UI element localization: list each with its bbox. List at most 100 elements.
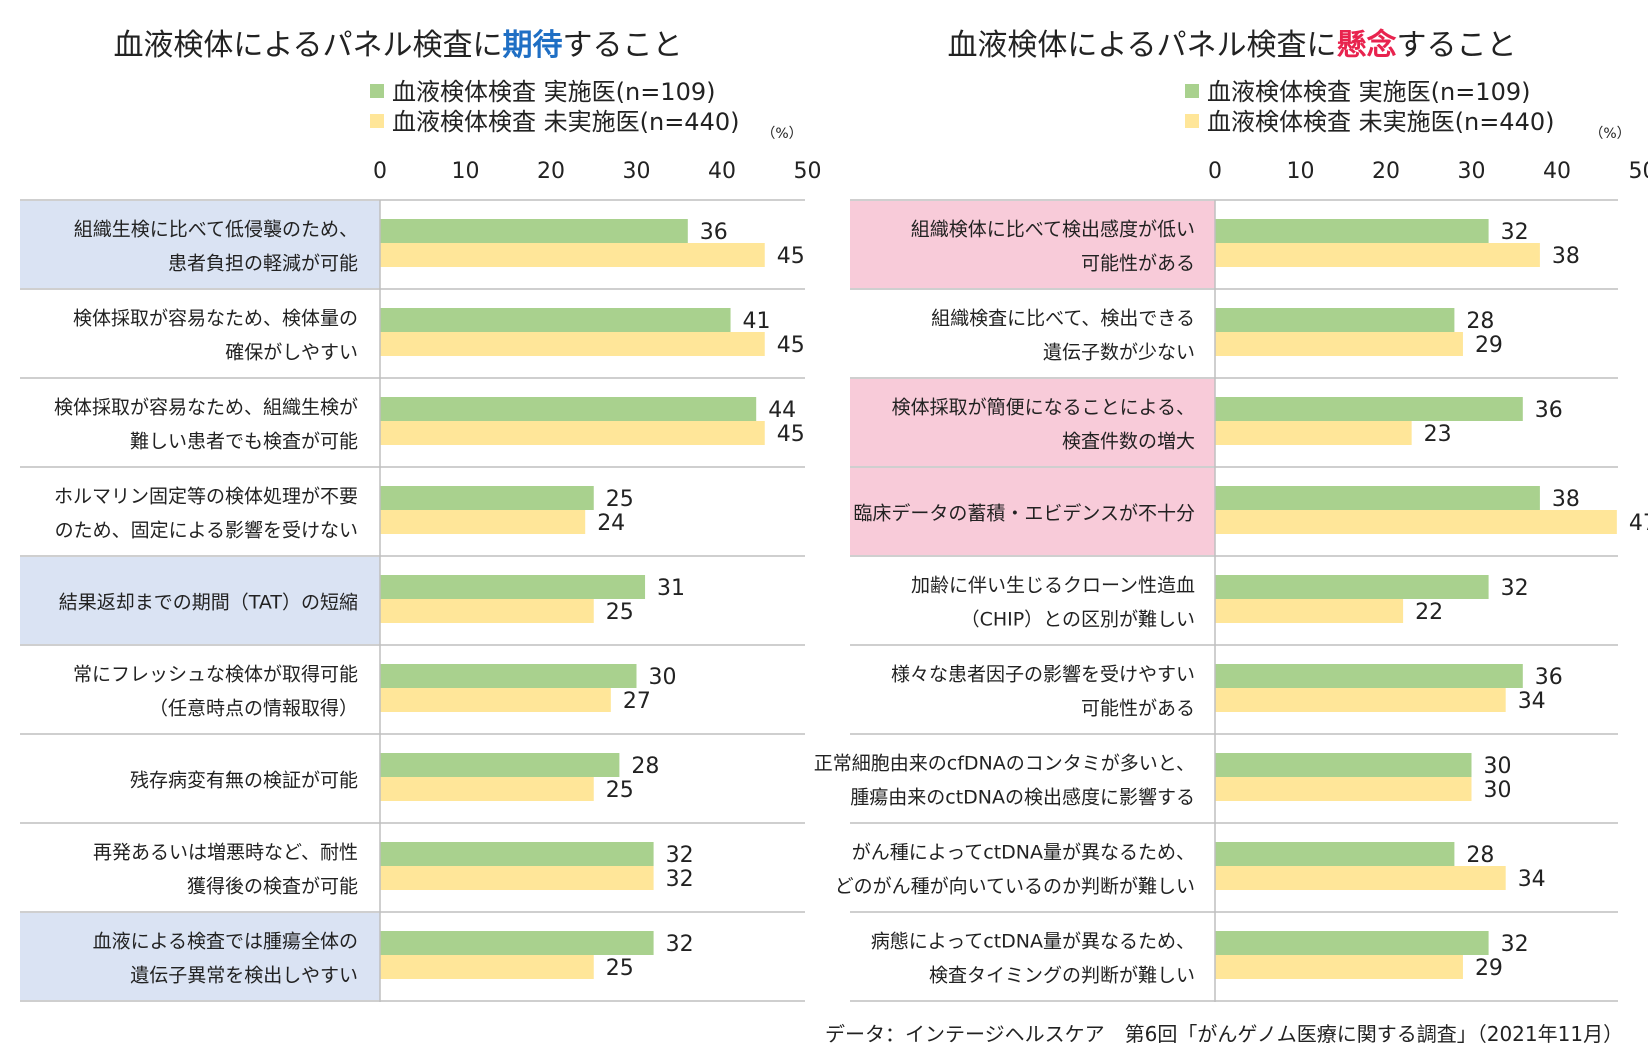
bar-concern-6-s1 <box>1215 777 1472 801</box>
value-label-expect-3-s0: 25 <box>606 487 634 512</box>
tick-label-concern-40: 40 <box>1543 159 1571 184</box>
category-line: 可能性がある <box>1081 698 1195 720</box>
category-line: 組織検体に比べて検出感度が低い <box>911 219 1195 241</box>
category-highlight-expect-8 <box>20 913 380 1000</box>
value-label-expect-3-s1: 24 <box>597 511 625 536</box>
legend-label-expect-0: 血液検体検査 実施医(n=109) <box>392 78 715 106</box>
bar-concern-2-s0 <box>1215 397 1523 421</box>
legend-swatch-concern-0 <box>1185 84 1199 98</box>
tick-label-expect-40: 40 <box>708 159 736 184</box>
bar-concern-6-s0 <box>1215 753 1472 777</box>
category-line: 正常細胞由来のcfDNAのコンタミが多いと、 <box>814 753 1195 775</box>
value-label-expect-7-s1: 32 <box>666 867 694 892</box>
value-label-expect-1-s0: 41 <box>743 309 771 334</box>
category-highlight-concern-3 <box>850 468 1215 555</box>
bar-concern-1-s1 <box>1215 332 1463 356</box>
bar-concern-0-s1 <box>1215 243 1540 267</box>
category-label-expect-7: 再発あるいは増悪時など、耐性獲得後の検査が可能 <box>93 842 358 898</box>
value-label-concern-7-s0: 28 <box>1466 843 1494 868</box>
bar-expect-6-s0 <box>380 753 620 777</box>
bar-expect-5-s1 <box>380 688 611 712</box>
tick-label-concern-20: 20 <box>1372 159 1400 184</box>
chart-title-suffix: すること <box>1397 28 1517 63</box>
value-label-expect-7-s0: 32 <box>666 843 694 868</box>
bar-concern-0-s0 <box>1215 219 1489 243</box>
bar-expect-0-s1 <box>380 243 765 267</box>
category-line: 検体採取が容易なため、検体量の <box>73 308 358 330</box>
category-line: 遺伝子異常を検出しやすい <box>130 965 358 987</box>
category-highlight-expect-0 <box>20 201 380 288</box>
bar-concern-8-s1 <box>1215 955 1463 979</box>
value-label-concern-8-s0: 32 <box>1501 932 1529 957</box>
tick-label-expect-10: 10 <box>452 159 480 184</box>
value-label-expect-1-s1: 45 <box>777 333 805 358</box>
category-line: がん種によってctDNA量が異なるため、 <box>852 842 1195 864</box>
category-line: 遺伝子数が少ない <box>1043 342 1195 364</box>
category-line: 患者負担の軽減が可能 <box>168 253 358 275</box>
value-label-expect-0-s1: 45 <box>777 244 805 269</box>
tick-label-concern-10: 10 <box>1287 159 1315 184</box>
axis-unit-concern: （%） <box>1589 126 1630 142</box>
chart-title-prefix: 血液検体によるパネル検査に <box>113 28 502 63</box>
bar-expect-7-s0 <box>380 842 654 866</box>
category-line: 可能性がある <box>1081 253 1195 275</box>
category-line: 検体採取が容易なため、組織生検が <box>54 397 358 419</box>
category-label-expect-8: 血液による検査では腫瘍全体の遺伝子異常を検出しやすい <box>93 931 358 987</box>
category-label-concern-5: 様々な患者因子の影響を受けやすい可能性がある <box>891 664 1195 720</box>
value-label-expect-5-s0: 30 <box>649 665 677 690</box>
category-highlight-expect-4 <box>20 557 380 644</box>
category-label-concern-1: 組織検査に比べて、検出できる遺伝子数が少ない <box>931 308 1195 364</box>
value-label-concern-8-s1: 29 <box>1475 956 1503 981</box>
value-label-concern-0-s0: 32 <box>1501 220 1529 245</box>
value-label-concern-6-s1: 30 <box>1484 778 1512 803</box>
value-label-expect-8-s1: 25 <box>606 956 634 981</box>
category-line: 再発あるいは増悪時など、耐性 <box>93 842 358 864</box>
category-highlight-concern-2 <box>850 379 1215 466</box>
chart-title-concern: 血液検体によるパネル検査に懸念すること <box>947 28 1516 63</box>
bar-concern-5-s0 <box>1215 664 1523 688</box>
value-label-expect-0-s0: 36 <box>700 220 728 245</box>
value-label-concern-2-s0: 36 <box>1535 398 1563 423</box>
data-source-footer: データ：インテージヘルスケア 第6回「がんゲノム医療に関する調査」（2021年1… <box>825 1022 1624 1046</box>
category-line: 検体採取が簡便になることによる、 <box>892 397 1195 419</box>
legend-swatch-expect-1 <box>370 114 384 128</box>
legend-label-expect-1: 血液検体検査 未実施医(n=440) <box>392 108 739 136</box>
category-line: 腫瘍由来のctDNAの検出感度に影響する <box>850 787 1195 809</box>
tick-label-concern-30: 30 <box>1458 159 1486 184</box>
category-line: （CHIP）との区別が難しい <box>961 609 1195 631</box>
bar-expect-2-s0 <box>380 397 757 421</box>
value-label-expect-2-s1: 45 <box>777 422 805 447</box>
category-line: 難しい患者でも検査が可能 <box>130 431 358 453</box>
category-label-concern-7: がん種によってctDNA量が異なるため、どのがん種が向いているのか判断が難しい <box>835 842 1195 898</box>
bar-expect-7-s1 <box>380 866 654 890</box>
category-line: 残存病変有無の検証が可能 <box>130 770 358 792</box>
category-label-concern-6: 正常細胞由来のcfDNAのコンタミが多いと、腫瘍由来のctDNAの検出感度に影響… <box>814 753 1195 809</box>
bar-expect-4-s1 <box>380 599 594 623</box>
legend-swatch-expect-0 <box>370 84 384 98</box>
bar-expect-3-s1 <box>380 510 586 534</box>
bar-expect-8-s1 <box>380 955 594 979</box>
tick-label-expect-50: 50 <box>794 159 822 184</box>
value-label-concern-6-s0: 30 <box>1484 754 1512 779</box>
tick-label-concern-0: 0 <box>1208 159 1222 184</box>
category-line: 組織生検に比べて低侵襲のため、 <box>74 219 358 241</box>
category-line: 結果返却までの期間（TAT）の短縮 <box>59 592 358 614</box>
category-line: どのがん種が向いているのか判断が難しい <box>835 876 1195 898</box>
bar-expect-1-s1 <box>380 332 765 356</box>
value-label-concern-3-s0: 38 <box>1552 487 1580 512</box>
category-line: 常にフレッシュな検体が取得可能 <box>73 664 358 686</box>
value-label-concern-5-s1: 34 <box>1518 689 1546 714</box>
bar-concern-7-s1 <box>1215 866 1506 890</box>
category-line: 様々な患者因子の影響を受けやすい <box>891 664 1195 686</box>
bar-concern-3-s0 <box>1215 486 1540 510</box>
bar-expect-1-s0 <box>380 308 731 332</box>
chart-title-expect: 血液検体によるパネル検査に期待すること <box>113 28 682 63</box>
bar-concern-7-s0 <box>1215 842 1455 866</box>
legend-label-concern-0: 血液検体検査 実施医(n=109) <box>1207 78 1530 106</box>
bar-concern-4-s0 <box>1215 575 1489 599</box>
chart-title-accent: 懸念 <box>1337 28 1397 63</box>
value-label-expect-2-s0: 44 <box>768 398 796 423</box>
bar-concern-5-s1 <box>1215 688 1506 712</box>
